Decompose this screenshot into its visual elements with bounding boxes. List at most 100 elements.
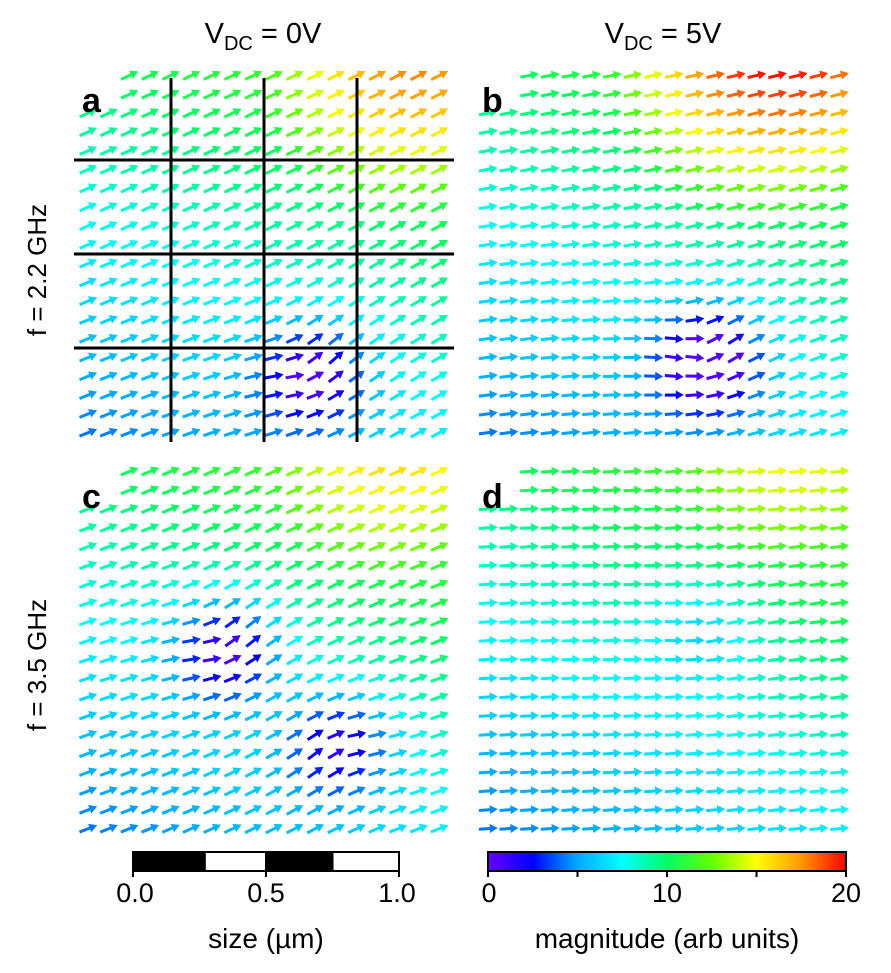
- field-arrow: [409, 183, 428, 194]
- field-arrow: [644, 504, 664, 514]
- field-arrow: [368, 485, 387, 496]
- field-arrow: [644, 145, 663, 155]
- field-arrow: [223, 315, 242, 325]
- panel-label-c: c: [82, 478, 101, 516]
- field-arrow: [347, 692, 366, 702]
- field-arrow: [368, 70, 387, 81]
- field-arrow: [830, 183, 849, 193]
- field-arrow: [388, 823, 408, 834]
- field-arrow: [368, 145, 387, 157]
- field-arrow: [747, 786, 767, 796]
- field-arrow: [161, 805, 180, 815]
- field-arrow: [623, 127, 643, 136]
- field-arrow: [540, 466, 560, 476]
- field-arrow: [478, 258, 498, 268]
- field-arrow: [244, 823, 263, 835]
- field-arrow: [223, 427, 243, 437]
- field-arrow: [644, 654, 664, 664]
- field-arrow: [582, 560, 602, 570]
- field-arrow: [623, 466, 643, 476]
- field-arrow: [161, 145, 180, 156]
- field-arrow: [706, 258, 725, 268]
- size-tick-0: 0.0: [116, 878, 154, 908]
- field-arrow: [520, 523, 540, 533]
- field-arrow: [120, 748, 139, 759]
- field-arrow: [685, 767, 705, 777]
- field-arrow: [809, 617, 829, 627]
- field-arrow: [499, 692, 519, 702]
- field-arrow: [203, 89, 221, 100]
- field-arrow: [540, 485, 560, 495]
- field-arrow: [582, 409, 602, 419]
- field-arrow: [182, 409, 201, 419]
- field-arrow: [285, 541, 304, 553]
- field-arrow: [478, 145, 498, 155]
- field-arrow: [306, 70, 325, 81]
- field-arrow: [161, 108, 180, 119]
- field-arrow: [389, 221, 407, 232]
- field-arrow: [409, 164, 428, 176]
- field-arrow: [582, 692, 602, 702]
- field-arrow: [99, 767, 118, 777]
- field-arrow: [99, 635, 119, 645]
- field-arrow: [99, 560, 118, 571]
- field-arrow: [726, 427, 746, 437]
- field-arrow: [623, 542, 643, 552]
- field-arrow: [499, 108, 519, 118]
- field-arrow: [182, 277, 201, 288]
- field-arrow: [830, 315, 849, 325]
- field-arrow: [265, 221, 283, 232]
- field-arrow: [244, 805, 263, 816]
- field-arrow: [389, 89, 407, 100]
- field-arrow: [409, 145, 428, 157]
- field-arrow: [809, 258, 829, 268]
- field-arrow: [664, 692, 684, 702]
- field-arrow: [499, 730, 519, 739]
- field-arrow: [830, 333, 849, 344]
- field-arrow: [327, 654, 345, 665]
- field-arrow: [478, 673, 498, 683]
- field-arrow: [706, 296, 725, 306]
- field-arrow: [141, 145, 159, 156]
- field-arrow: [561, 466, 581, 476]
- field-arrow: [540, 748, 560, 758]
- field-arrow: [141, 70, 159, 81]
- field-arrow: [223, 221, 242, 232]
- field-arrow: [430, 221, 449, 232]
- field-arrow: [79, 145, 98, 156]
- field-arrow: [499, 427, 519, 437]
- field-arrow: [644, 805, 664, 815]
- field-arrow: [265, 560, 283, 572]
- field-arrow: [768, 239, 787, 249]
- field-arrow: [499, 221, 519, 231]
- field-arrow: [327, 202, 345, 213]
- field-arrow: [223, 371, 243, 381]
- field-arrow: [430, 654, 449, 665]
- field-arrow: [726, 635, 746, 645]
- field-arrow: [747, 333, 766, 345]
- field-arrow: [306, 277, 324, 289]
- field-arrow: [706, 485, 726, 495]
- field-arrow: [644, 542, 664, 551]
- field-arrow: [99, 164, 118, 175]
- field-arrow: [285, 409, 305, 418]
- field-arrow: [388, 673, 408, 683]
- field-arrow: [747, 805, 767, 815]
- field-arrow: [203, 108, 221, 119]
- field-arrow: [747, 767, 767, 777]
- field-arrow: [182, 145, 201, 156]
- field-arrow: [747, 823, 767, 833]
- field-arrow: [478, 183, 498, 193]
- field-arrow: [182, 183, 201, 194]
- field-arrow: [685, 711, 705, 721]
- field-arrow: [623, 523, 643, 533]
- field-arrow: [182, 352, 201, 363]
- field-arrow: [499, 164, 519, 174]
- field-arrow: [389, 427, 407, 439]
- field-arrow: [203, 579, 221, 590]
- field-arrow: [264, 315, 284, 325]
- field-arrow: [410, 390, 428, 402]
- field-arrow: [561, 409, 581, 419]
- field-arrow: [540, 409, 560, 419]
